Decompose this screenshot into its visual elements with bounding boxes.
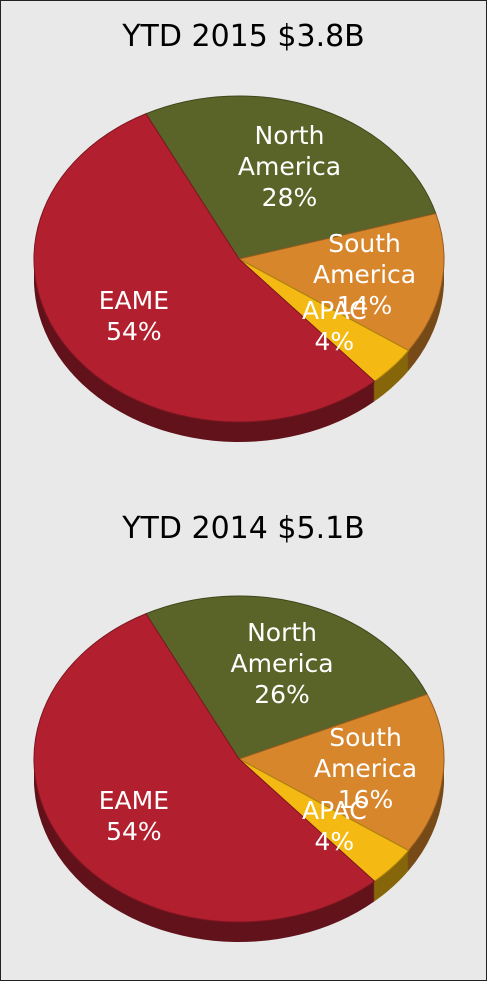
value-label: 16% [337,785,394,814]
category-label: North America [237,120,342,181]
category-label: South America [312,229,417,290]
value-label: 26% [254,680,310,710]
category-label: APAC [301,295,367,325]
category-label: North America [230,618,334,679]
category-label: APAC [301,795,367,825]
slice-label: APAC 4% [274,795,394,857]
value-label: 54% [106,816,162,846]
chart-title: YTD 2014 $5.1B [122,511,365,546]
slice-label: North America 28% [229,120,349,213]
pie-slice [237,693,445,852]
slice-label: South America 16% [306,722,426,815]
value-label: 4% [314,326,355,356]
slice-label: EAME 54% [74,285,194,347]
slice-label: South America 14% [305,228,425,321]
category-label: South America [313,723,418,783]
value-label: 28% [261,182,318,212]
slice-label: EAME 54% [74,785,194,847]
slice-label: APAC 4% [274,295,394,357]
pie-slice [145,95,437,260]
slice-label: North America 26% [222,617,342,710]
pie-slice [33,113,376,423]
value-label: 4% [314,826,355,856]
category-label: EAME [98,285,169,315]
pie-slice [237,212,445,352]
category-label: EAME [98,785,169,815]
chart-title: YTD 2015 $3.8B [122,19,365,54]
value-label: 54% [106,316,162,346]
value-label: 14% [336,291,393,321]
pie-slice [33,613,376,923]
